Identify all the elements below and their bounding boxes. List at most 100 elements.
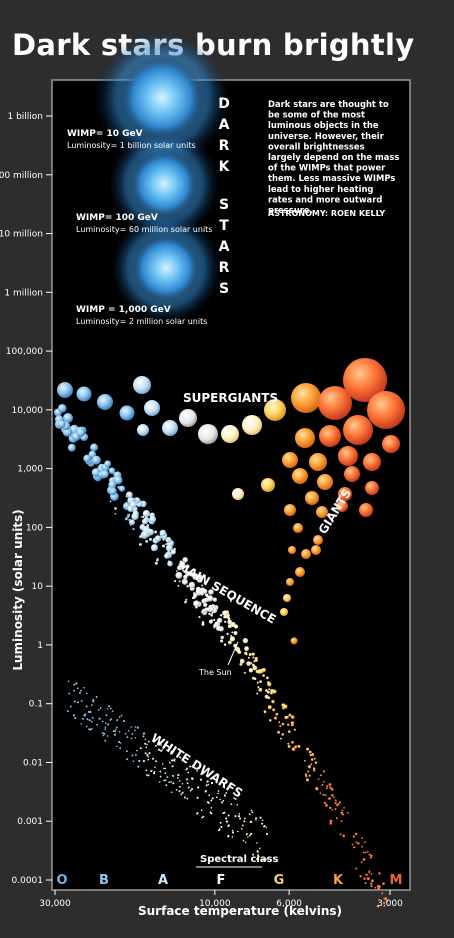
white-dwarf-star [148, 752, 151, 755]
main-sequence-star [382, 882, 385, 885]
white-dwarf-star [91, 716, 94, 719]
main-sequence-star [58, 404, 67, 413]
main-sequence-star [201, 610, 204, 614]
white-dwarf-star [73, 700, 76, 703]
main-sequence-star [239, 658, 245, 664]
y-tick-label: 10 [32, 582, 44, 592]
white-dwarf-star [262, 858, 264, 861]
white-dwarf-star [166, 749, 169, 752]
giant-star [293, 523, 303, 533]
giant-star [313, 535, 323, 545]
white-dwarf-star [124, 732, 127, 735]
white-dwarf-star [147, 758, 150, 761]
white-dwarf-star [221, 801, 223, 804]
white-dwarf-star [120, 714, 123, 717]
giant-star [261, 478, 275, 492]
white-dwarf-star [113, 733, 116, 736]
white-dwarf-star [185, 768, 187, 771]
white-dwarf-star [166, 776, 169, 778]
main-sequence-star [370, 854, 373, 857]
white-dwarf-star [200, 773, 203, 776]
white-dwarf-star [98, 717, 101, 720]
main-sequence-star [368, 853, 371, 856]
white-dwarf-star [255, 858, 258, 861]
supergiant-star [291, 383, 321, 413]
main-sequence-star [266, 676, 269, 680]
white-dwarf-star [164, 767, 167, 770]
white-dwarf-star [208, 794, 211, 797]
axes-layer: 1 billion 100 million 10 million 1 million 1… [0, 112, 403, 909]
main-sequence-star [304, 773, 308, 776]
main-sequence-star [146, 524, 150, 527]
main-sequence-star [287, 744, 291, 748]
annotation-text: Dark stars are thought to be some of the … [268, 99, 399, 215]
white-dwarf-star [186, 767, 189, 770]
spectral-class-F: F [217, 873, 226, 888]
supergiant-star [242, 415, 262, 435]
main-sequence-star [341, 813, 344, 816]
white-dwarf-star [115, 728, 117, 730]
main-sequence-star [154, 535, 162, 542]
supergiant-star [76, 386, 92, 402]
main-sequence-star [227, 619, 233, 625]
white-dwarf-star [170, 791, 173, 794]
white-dwarf-star [256, 842, 258, 844]
giant-star [286, 578, 294, 586]
main-sequence-star [368, 870, 371, 873]
white-dwarf-star [201, 816, 204, 819]
main-sequence-star [284, 715, 288, 720]
main-sequence-star [183, 574, 188, 580]
main-sequence-star [360, 861, 363, 864]
white-dwarf-star [90, 727, 93, 730]
white-dwarf-star [215, 796, 218, 799]
white-dwarf-star [219, 798, 221, 801]
white-dwarf-star [265, 858, 268, 861]
main-sequence-star [204, 603, 208, 606]
main-sequence-star [308, 750, 312, 754]
main-sequence-star [124, 517, 128, 521]
white-dwarf-star [181, 783, 184, 785]
white-dwarf-star [72, 714, 75, 717]
main-sequence-star [297, 744, 301, 748]
main-sequence-star [208, 612, 211, 616]
spectral-class-M: M [390, 873, 403, 888]
main-sequence-star [251, 663, 255, 667]
supergiant-star [343, 415, 373, 445]
main-sequence-star [145, 540, 149, 543]
white-dwarf-star [75, 682, 78, 685]
white-dwarf-star [110, 718, 113, 720]
main-sequence-star [243, 671, 246, 674]
white-dwarf-star [144, 752, 147, 755]
main-sequence-star [254, 656, 258, 661]
giant-star [317, 474, 333, 490]
main-sequence-star [342, 834, 345, 838]
white-dwarf-star [116, 745, 118, 748]
white-dwarf-star [219, 821, 222, 824]
main-sequence-star [314, 761, 318, 764]
white-dwarf-star [150, 769, 153, 772]
white-dwarf-star [106, 735, 109, 737]
white-dwarf-star [197, 786, 200, 789]
white-dwarf-star [92, 700, 95, 703]
white-dwarf-star [80, 689, 82, 692]
white-dwarf-star [162, 763, 164, 765]
white-dwarf-star [238, 813, 241, 815]
white-dwarf-star [236, 803, 239, 806]
main-sequence-star [313, 769, 316, 772]
supergiant-star [57, 382, 73, 398]
main-sequence-star [251, 652, 255, 656]
spectral-class-B: B [99, 873, 109, 888]
white-dwarf-star [172, 759, 175, 762]
main-sequence-star [188, 581, 196, 589]
main-sequence-star [187, 565, 190, 568]
main-sequence-star [337, 803, 340, 806]
supergiant-star [367, 391, 405, 429]
white-dwarf-star [236, 830, 239, 833]
main-sequence-star [125, 494, 129, 498]
white-dwarf-star [90, 704, 93, 706]
main-sequence-star [256, 692, 259, 695]
white-dwarf-star [164, 779, 167, 781]
main-sequence-star [200, 591, 203, 594]
white-dwarf-star [240, 827, 243, 830]
main-sequence-star [354, 832, 358, 836]
